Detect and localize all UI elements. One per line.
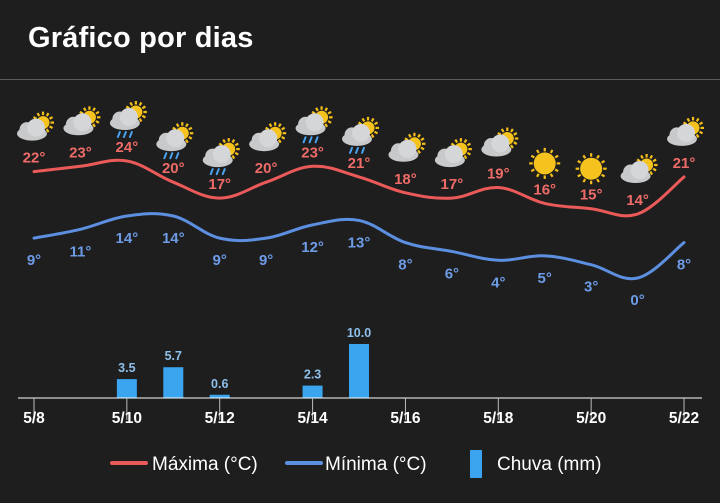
max-temp-label: 23° — [301, 144, 324, 161]
max-temp-label: 14° — [626, 192, 649, 209]
sunny-icon — [575, 153, 607, 185]
min-temp-label: 11° — [70, 243, 92, 260]
max-temp-label: 22° — [23, 150, 46, 167]
max-temp-line — [32, 158, 686, 218]
partly-cloudy-icon — [434, 138, 472, 168]
rain-sun-icon — [342, 116, 380, 154]
min-temp-label: 9° — [27, 252, 41, 269]
min-temp-label: 4° — [491, 274, 505, 291]
max-temp-label: 15° — [580, 187, 603, 204]
weather-icons — [17, 101, 705, 185]
min-temp-label: 14° — [116, 230, 139, 247]
rain-sun-icon — [202, 138, 240, 176]
header-bar: Gráfico por dias — [0, 0, 720, 80]
legend-item: Mínima (°C) — [285, 454, 427, 475]
min-temp-label: 8° — [398, 257, 412, 274]
legend-swatch — [470, 450, 482, 478]
rain-label: 5.7 — [165, 349, 182, 363]
max-temp-label: 17° — [208, 176, 231, 193]
x-tick-label: 5/22 — [669, 410, 699, 427]
partly-cloudy-icon — [620, 154, 658, 183]
min-temp-label: 12° — [301, 239, 324, 256]
min-temp-label: 8° — [677, 257, 691, 274]
max-temp-label: 17° — [441, 176, 464, 193]
min-temp-label: 9° — [259, 252, 273, 269]
rain-bar — [302, 385, 323, 398]
x-tick-label: 5/12 — [205, 410, 235, 427]
partly-cloudy-icon — [17, 111, 54, 141]
rain-label: 3.5 — [118, 361, 135, 375]
x-axis: 5/8 5/10 5/12 5/14 5/16 5/18 5/20 5/22 — [18, 397, 702, 427]
max-temp-label: 18° — [394, 171, 417, 188]
rain-label: 2.3 — [304, 368, 321, 382]
legend-label: Máxima (°C) — [152, 454, 258, 475]
min-temp-label: 3° — [584, 279, 598, 296]
min-temp-label: 0° — [630, 292, 644, 309]
partly-cloudy-icon — [667, 116, 705, 146]
max-temp-label: 21° — [348, 155, 371, 172]
max-temp-label: 16° — [533, 181, 556, 198]
x-tick-label: 5/16 — [390, 410, 421, 427]
x-tick-label: 5/20 — [576, 410, 606, 427]
max-temp-label: 19° — [487, 166, 510, 183]
legend-item: Máxima (°C) — [110, 454, 258, 475]
max-temp-label: 23° — [69, 144, 92, 161]
partly-cloudy-icon — [481, 127, 519, 157]
rain-label: 0.6 — [211, 377, 228, 391]
legend-label: Chuva (mm) — [497, 454, 602, 475]
rain-sun-icon — [156, 122, 194, 160]
rain-bar — [116, 379, 137, 398]
x-tick-label: 5/14 — [297, 410, 328, 427]
rain-label: 10.0 — [347, 326, 371, 340]
rain-sun-icon — [109, 101, 147, 138]
x-tick-label: 5/8 — [23, 410, 45, 427]
x-tick-label: 5/18 — [483, 410, 514, 427]
min-temp-label: 6° — [445, 265, 459, 282]
legend: Máxima (°C) Mínima (°C) Chuva (mm) — [110, 450, 602, 478]
sunny-icon — [529, 147, 561, 179]
rain-series: 3.5 5.7 0.6 2.3 10.0 — [116, 326, 371, 398]
min-temp-label: 9° — [213, 252, 227, 269]
rain-bar — [209, 394, 230, 398]
partly-cloudy-icon — [249, 122, 287, 152]
min-temp-label: 5° — [538, 270, 552, 287]
legend-label: Mínima (°C) — [325, 454, 427, 475]
rain-sun-icon — [295, 106, 333, 144]
page-title: Gráfico por dias — [28, 22, 254, 54]
min-temp-label: 13° — [348, 234, 371, 251]
max-temp-series: 22° 23° 24° 20° 17° 20° 23° 21° 18° 17° 19° 16° 15° 1… — [23, 139, 696, 218]
max-temp-label: 24° — [116, 139, 139, 156]
partly-cloudy-icon — [388, 132, 426, 162]
max-temp-label: 20° — [162, 160, 185, 177]
rain-bar — [163, 367, 184, 398]
min-temp-series: 9° 11° 14° 14° 9° 9° 12° 13° 8° 6° 4° 5° 3° 0° 8° — [27, 212, 691, 309]
max-temp-label: 21° — [673, 155, 696, 172]
partly-cloudy-icon — [63, 106, 101, 136]
x-tick-label: 5/10 — [112, 410, 142, 427]
rain-bar — [349, 344, 370, 398]
min-temp-label: 14° — [162, 230, 185, 247]
min-temp-line — [32, 212, 686, 281]
legend-item: Chuva (mm) — [470, 450, 602, 478]
max-temp-label: 20° — [255, 160, 278, 177]
forecast-chart: 22° 23° 24° 20° 17° 20° 23° 21° 18° 17° 19° 16° 15° 1… — [17, 101, 705, 478]
